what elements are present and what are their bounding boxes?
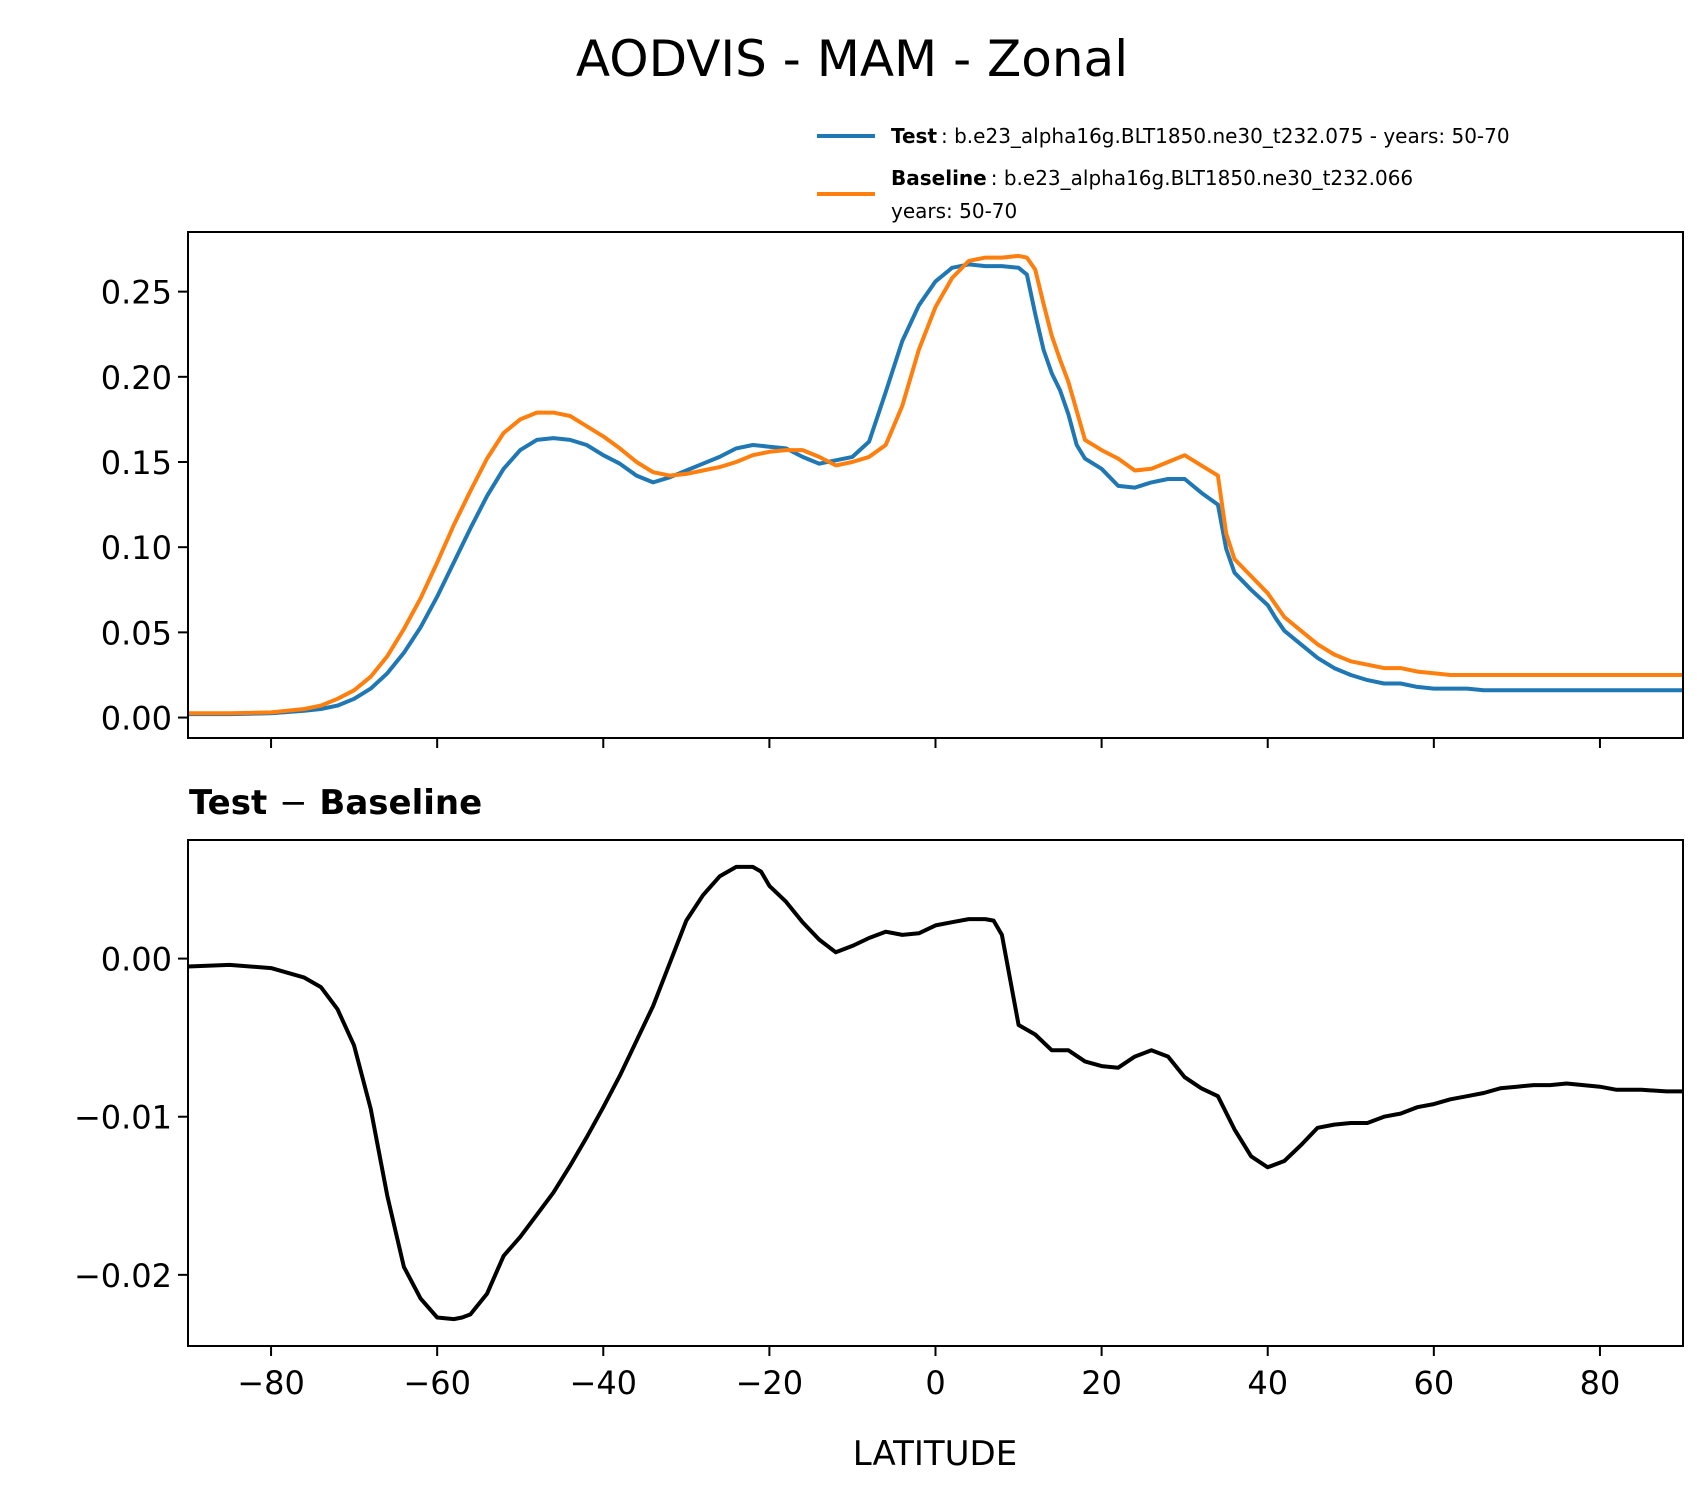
bottom-panel-frame (187, 839, 1684, 1347)
bottom-panel: Test − Baseline −0.02−0.010.00 −80 −60 −40… (74, 783, 1684, 1474)
difference-series-line (187, 864, 1683, 1322)
legend-test-name: Test (891, 124, 937, 148)
legend-baseline-entry: Baseline: b.e23_alpha16g.BLT1850.ne30_t2… (891, 166, 1413, 190)
y-tick-label: 0.15 (101, 444, 172, 482)
y-tick-label: 0.10 (101, 529, 172, 567)
top-panel: 0.00 0.05 0.10 0.15 0.20 0.25 (101, 231, 1684, 748)
legend-baseline-desc: : b.e23_alpha16g.BLT1850.ne30_t232.066 (991, 166, 1413, 190)
bottom-title-right: Baseline (319, 783, 482, 823)
legend-test-desc: : b.e23_alpha16g.BLT1850.ne30_t232.075 -… (941, 124, 1510, 148)
y-tick-label: 0.25 (101, 274, 172, 312)
y-tick-label: −0.01 (74, 1099, 172, 1137)
legend-baseline-desc2: years: 50-70 (891, 199, 1017, 223)
x-tick-label: −40 (570, 1364, 638, 1402)
figure-title: AODVIS - MAM - Zonal (576, 30, 1128, 88)
bottom-panel-title: Test − Baseline (189, 783, 482, 823)
x-tick-label: −80 (237, 1364, 305, 1402)
legend-baseline-name: Baseline (891, 166, 987, 190)
x-tick-label: 20 (1081, 1364, 1122, 1402)
test-series-line (188, 262, 1683, 717)
y-tick-label: −0.02 (74, 1257, 172, 1295)
top-panel-xticks (270, 738, 1601, 748)
x-axis-label: LATITUDE (853, 1434, 1017, 1474)
x-tick-label: −60 (403, 1364, 471, 1402)
bottom-title-left: Test (189, 783, 267, 823)
legend-test-entry: Test: b.e23_alpha16g.BLT1850.ne30_t232.0… (891, 124, 1510, 148)
x-tick-label: 0 (925, 1364, 945, 1402)
bottom-title-op: − (279, 783, 308, 823)
y-tick-label: 0.00 (101, 941, 172, 979)
x-tick-label: −20 (736, 1364, 804, 1402)
y-tick-label: 0.05 (101, 614, 172, 652)
top-panel-yticks: 0.00 0.05 0.10 0.15 0.20 0.25 (101, 274, 188, 738)
y-tick-label: 0.00 (101, 700, 172, 738)
top-panel-frame (187, 231, 1684, 739)
x-tick-label: 60 (1413, 1364, 1454, 1402)
bottom-panel-xticks: −80 −60 −40 −20 0 20 40 60 80 (237, 1346, 1620, 1402)
legend: Test: b.e23_alpha16g.BLT1850.ne30_t232.0… (817, 124, 1510, 223)
bottom-panel-yticks: −0.02 −0.01 0.00 (74, 941, 188, 1295)
x-tick-label: 40 (1247, 1364, 1288, 1402)
baseline-series-line (188, 253, 1683, 716)
y-tick-label: 0.20 (101, 359, 172, 397)
x-tick-label: 80 (1580, 1364, 1621, 1402)
